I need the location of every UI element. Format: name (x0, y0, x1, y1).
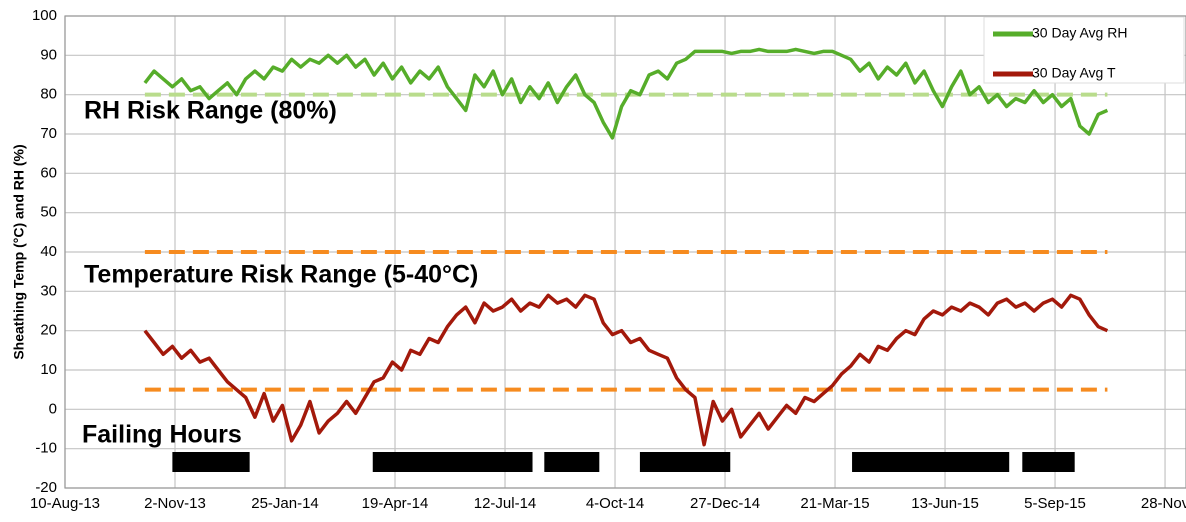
plot-frame (64, 15, 1186, 489)
y-tick-label: 40 (40, 243, 57, 260)
y-tick-label: 60 (40, 164, 57, 181)
series-line (143, 293, 1109, 447)
y-tick-label: 100 (32, 7, 57, 24)
x-tick-label: 5-Sep-15 (1024, 495, 1086, 512)
legend-label: 30 Day Avg T (1032, 65, 1116, 81)
series-line (143, 47, 1109, 140)
x-tick-label: 25-Jan-14 (251, 495, 319, 512)
y-tick-label: -20 (35, 479, 57, 496)
y-tick-label: 50 (40, 204, 57, 221)
x-tick-label: 21-Mar-15 (800, 495, 869, 512)
y-tick-label: 90 (40, 46, 57, 63)
y-tick-label: 30 (40, 282, 57, 299)
y-axis-label: Sheathing Temp (°C) and RH (%) (11, 144, 27, 359)
x-tick-label: 28-Nov (1141, 495, 1186, 512)
annotation: Temperature Risk Range (5-40°C) (84, 261, 478, 289)
x-tick-label: 12-Jul-14 (474, 495, 537, 512)
legend: 30 Day Avg RH 30 Day Avg T (983, 16, 1185, 84)
annotation: RH Risk Range (80%) (84, 97, 337, 125)
y-tick-label: 20 (40, 322, 57, 339)
failing-hours-bar (544, 452, 600, 472)
legend-label: 30 Day Avg RH (1032, 25, 1127, 41)
y-tick-label: 10 (40, 361, 57, 378)
x-tick-label: 19-Apr-14 (362, 495, 429, 512)
x-tick-label: 10-Aug-13 (30, 495, 100, 512)
x-tick-label: 13-Jun-15 (911, 495, 979, 512)
x-tick-label: 4-Oct-14 (586, 495, 644, 512)
failing-hours-bar (172, 452, 250, 472)
annotation: Failing Hours (82, 421, 242, 449)
failing-hours-bar (372, 452, 533, 472)
y-tick-label: 80 (40, 86, 57, 103)
failing-hours-bar (639, 452, 731, 472)
failing-hours-bar (852, 452, 1010, 472)
y-tick-label: 70 (40, 125, 57, 142)
x-tick-label: 27-Dec-14 (690, 495, 760, 512)
x-tick-label: 2-Nov-13 (144, 495, 206, 512)
y-tick-label: 0 (49, 400, 57, 417)
failing-hours-bar (1022, 452, 1075, 472)
y-tick-label: -10 (35, 440, 57, 457)
